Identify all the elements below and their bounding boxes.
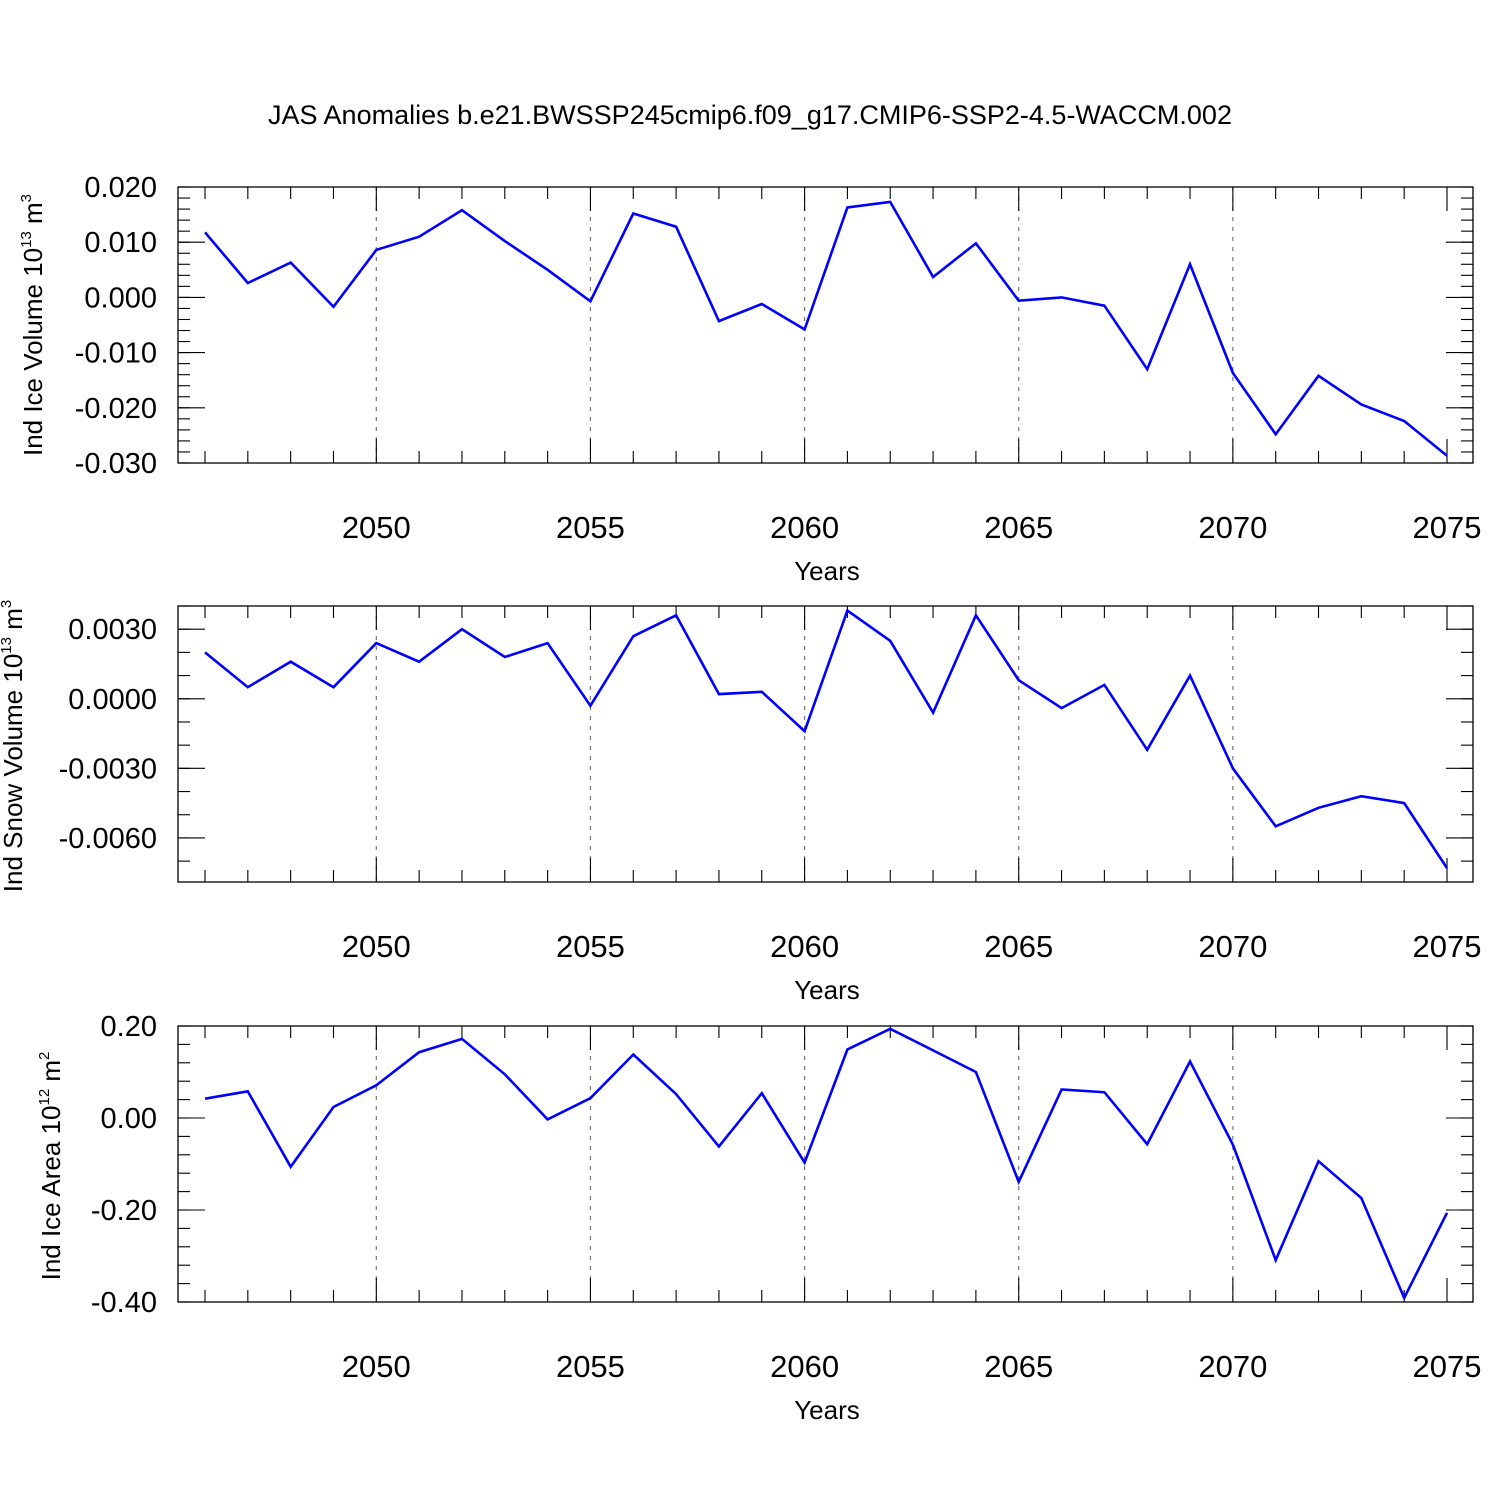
- x-axis-label: Years: [794, 556, 860, 586]
- y-tick-label: 0.000: [84, 282, 157, 314]
- y-axis-label: Ind Ice Area 1012 m2: [36, 1052, 66, 1281]
- y-tick-label: 0.20: [101, 1011, 157, 1043]
- x-tick-label: 2060: [770, 1349, 839, 1384]
- y-tick-label: -0.020: [75, 393, 157, 425]
- plot-frame: [177, 605, 1474, 883]
- x-tick-label: 2075: [1413, 929, 1482, 964]
- x-tick-label: 2070: [1198, 929, 1267, 964]
- y-tick-label: 0.00: [101, 1103, 157, 1135]
- x-tick-label: 2065: [984, 510, 1053, 545]
- panel-ice-area: 0.20 0.00 -0.20 -0.40 2050 2055 2060 2065 2070 20…: [36, 1011, 1481, 1425]
- y-tick-label: -0.0060: [59, 823, 157, 855]
- x-tick-label: 2075: [1413, 1349, 1482, 1384]
- panel-ice-volume: 0.020 0.010 0.000 -0.010 -0.020 -0.030 2050 205…: [18, 172, 1481, 586]
- x-tick-label: 2070: [1198, 510, 1267, 545]
- x-axis-label: Years: [794, 975, 860, 1005]
- y-axis-label: Ind Snow Volume 1013 m3: [0, 600, 28, 892]
- x-tick-label: 2050: [342, 510, 411, 545]
- x-tick-label: 2050: [342, 929, 411, 964]
- x-tick-label: 2060: [770, 510, 839, 545]
- x-tick-label: 2070: [1198, 1349, 1267, 1384]
- series-line: [204, 200, 1448, 457]
- y-tick-label: 0.0000: [68, 684, 157, 716]
- plot-frame: [177, 186, 1474, 464]
- x-tick-label: 2050: [342, 1349, 411, 1384]
- y-tick-label: -0.40: [91, 1287, 157, 1319]
- y-tick-label: -0.010: [75, 338, 157, 370]
- x-tick-label: 2065: [984, 1349, 1053, 1384]
- x-tick-label: 2055: [556, 1349, 625, 1384]
- y-tick-label: -0.20: [91, 1195, 157, 1227]
- y-tick-label: 0.020: [84, 172, 157, 204]
- y-tick-label: -0.0030: [59, 753, 157, 785]
- panel-snow-volume: 0.0030 0.0000 -0.0030 -0.0060 2050 2055 2060 20…: [0, 600, 1481, 1005]
- x-tick-label: 2060: [770, 929, 839, 964]
- x-axis-label: Years: [794, 1395, 860, 1425]
- x-tick-label: 2065: [984, 929, 1053, 964]
- series-line: [204, 608, 1449, 869]
- x-tick-label: 2055: [556, 510, 625, 545]
- figure-title: JAS Anomalies b.e21.BWSSP245cmip6.f09_g1…: [268, 100, 1232, 130]
- series-line: [204, 1027, 1449, 1301]
- y-tick-label: 0.010: [84, 227, 157, 259]
- y-axis-label: Ind Ice Volume 1013 m3: [18, 194, 48, 456]
- y-tick-label: 0.0030: [68, 614, 157, 646]
- x-tick-label: 2075: [1413, 510, 1482, 545]
- y-tick-label: -0.030: [75, 448, 157, 480]
- x-tick-label: 2055: [556, 929, 625, 964]
- plot-frame: [177, 1025, 1474, 1303]
